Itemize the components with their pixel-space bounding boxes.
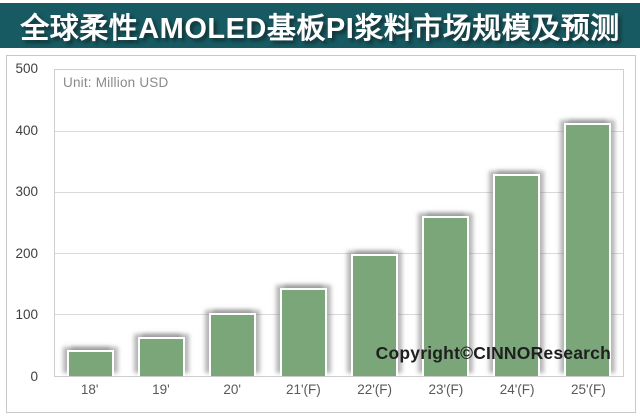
x-tick-label-23'(F): 23'(F) xyxy=(428,382,464,397)
gridline-400 xyxy=(55,130,623,132)
bar-slot-20' xyxy=(197,70,268,376)
bar-slot-21'(F) xyxy=(268,70,339,376)
bar-slot-22'(F) xyxy=(339,70,410,376)
copyright-label: Copyright©CINNOResearch xyxy=(375,343,611,363)
bar-25'(F) xyxy=(564,123,611,376)
y-tick-label-100: 100 xyxy=(15,307,38,323)
bar-18' xyxy=(67,350,114,376)
bar-19' xyxy=(138,337,185,376)
bar-23'(F) xyxy=(422,216,469,376)
title-banner: 全球柔性AMOLED基板PI浆料市场规模及预测 xyxy=(0,3,640,48)
plot-area: Unit: Million USD Copyright©CINNOResearc… xyxy=(54,69,624,377)
x-tick-label-22'(F): 22'(F) xyxy=(357,382,393,397)
bars-row xyxy=(55,70,623,376)
unit-label: Unit: Million USD xyxy=(63,75,169,90)
bar-slot-19' xyxy=(126,70,197,376)
chart-title: 全球柔性AMOLED基板PI浆料市场规模及预测 xyxy=(20,12,620,45)
gridline-100 xyxy=(55,314,623,316)
gridline-300 xyxy=(55,191,623,193)
y-tick-label-500: 500 xyxy=(15,61,38,76)
x-tick-label-25'(F): 25'(F) xyxy=(570,382,606,397)
bar-20' xyxy=(209,312,256,376)
x-tick-label-21'(F): 21'(F) xyxy=(285,382,321,397)
bar-slot-18' xyxy=(55,70,126,376)
y-tick-label-300: 300 xyxy=(15,184,38,200)
y-axis: 0 100 200 300 400 500 xyxy=(0,61,44,384)
x-tick-label-20': 20' xyxy=(223,382,241,397)
bar-slot-24'(F) xyxy=(481,70,552,376)
x-axis: 18' 19' 20' 21'(F) 22'(F) 23'(F) 24'(F) 25'(F) xyxy=(54,382,624,406)
x-tick-label-24'(F): 24'(F) xyxy=(499,382,535,397)
bar-22'(F) xyxy=(351,253,398,376)
bar-21'(F) xyxy=(280,288,327,376)
x-tick-label-19': 19' xyxy=(152,382,170,397)
bar-24'(F) xyxy=(493,174,540,376)
y-tick-label-200: 200 xyxy=(15,245,38,261)
y-tick-label-0: 0 xyxy=(30,369,38,384)
bar-slot-23'(F) xyxy=(410,70,481,376)
x-tick-label-18': 18' xyxy=(80,382,99,397)
gridline-200 xyxy=(55,253,623,255)
bar-slot-25'(F) xyxy=(552,70,623,376)
y-tick-label-400: 400 xyxy=(15,122,38,138)
